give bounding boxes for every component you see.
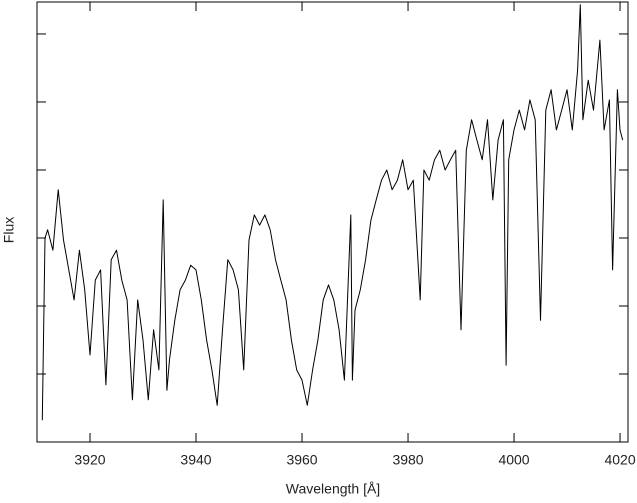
x-tick-label: 3960 (286, 452, 317, 468)
x-tick-label: 3920 (74, 452, 105, 468)
x-tick-label: 3980 (392, 452, 423, 468)
spectrum-line (41, 4, 624, 421)
x-tick-label: 3940 (180, 452, 211, 468)
x-tick-label: 4020 (604, 452, 635, 468)
x-tick-label: 4000 (498, 452, 529, 468)
plot-frame (36, 1, 629, 443)
y-axis-label: Flux (1, 217, 17, 243)
x-axis-label: Wavelength [Å] (286, 481, 380, 497)
